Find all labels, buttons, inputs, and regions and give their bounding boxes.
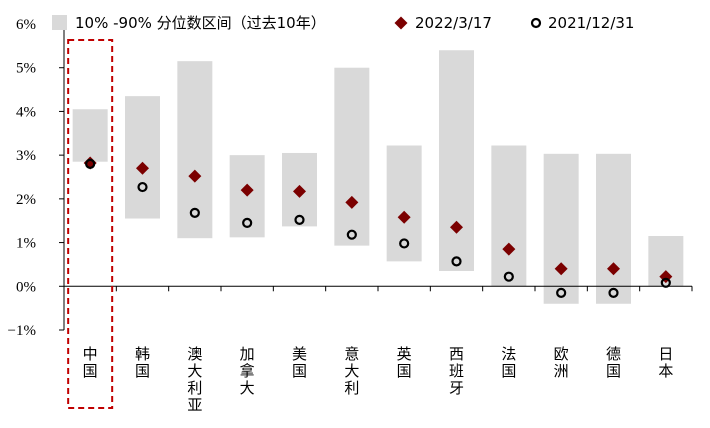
marker-2021-12-31 [85, 158, 96, 169]
x-category-label: 法国 [501, 345, 516, 380]
x-category-label: 澳大利亚 [187, 345, 202, 414]
marker-2022-3-17 [188, 169, 202, 183]
legend-label-2021-12-31: 2021/12/31 [548, 14, 634, 32]
y-tick-label: 0% [16, 279, 36, 295]
y-tick-label: 3% [16, 148, 36, 164]
legend-swatch-range [52, 15, 67, 30]
marker-2021-12-31 [556, 287, 567, 298]
range-bar [491, 145, 527, 287]
marker-2021-12-31 [660, 277, 671, 288]
range-bar [596, 153, 631, 304]
x-category-label: 中国 [83, 345, 98, 380]
x-category-label: 德国 [606, 345, 621, 380]
marker-2022-3-17 [607, 262, 620, 276]
marker-2021-12-31 [346, 229, 357, 240]
range-bar [177, 61, 213, 239]
marker-2022-3-17 [502, 242, 516, 256]
legend-swatch-2022-3-17 [394, 16, 408, 30]
y-tick-label: −1% [8, 323, 36, 339]
range-bar [543, 153, 579, 304]
marker-2022-3-17 [450, 220, 463, 234]
marker-2022-3-17 [136, 161, 149, 175]
marker-2021-12-31 [503, 271, 514, 282]
marker-2021-12-31 [137, 181, 148, 193]
x-category-label: 加拿大 [240, 345, 255, 397]
highlight-box [67, 39, 114, 409]
x-category-label: 美国 [292, 345, 307, 380]
marker-2022-3-17 [397, 210, 411, 224]
legend-label-2022-3-17: 2022/3/17 [415, 14, 492, 32]
marker-2022-3-17 [293, 184, 306, 198]
y-tick-label: 1% [16, 236, 36, 252]
x-category-label: 西班牙 [449, 345, 464, 397]
y-tick-label: 2% [16, 192, 36, 208]
marker-2021-12-31 [189, 207, 200, 218]
x-category-label: 英国 [397, 345, 412, 380]
marker-2022-3-17 [240, 183, 254, 197]
y-tick-label: 5% [16, 61, 36, 77]
x-category-label: 欧洲 [554, 345, 569, 380]
plot-area: −1% 0% 1% 2% 3% 4% 5% 6% 中国 韩国 澳大利亚 加拿大 美国 意大利 英国 西班牙 法国… [8, 17, 693, 414]
range-bar [334, 67, 370, 246]
marker-2021-12-31 [242, 217, 253, 228]
marker-2021-12-31 [451, 256, 462, 267]
range-bar [72, 109, 108, 162]
marker-2021-12-31 [294, 214, 305, 225]
marker-2022-3-17 [554, 262, 568, 276]
marker-2021-12-31 [399, 238, 410, 249]
range-bar [386, 145, 422, 262]
x-category-label: 意大利 [344, 345, 359, 397]
marker-2021-12-31 [608, 287, 619, 298]
legend: 10% -90% 分位数区间（过去10年） 2022/3/17 2021/12/31 [52, 14, 634, 32]
legend-swatch-2021-12-31 [530, 17, 542, 29]
y-tick-label: 4% [16, 104, 36, 120]
range-bar [125, 96, 160, 219]
x-category-label: 日本 [658, 345, 673, 380]
legend-label-range: 10% -90% 分位数区间（过去10年） [75, 14, 326, 32]
marker-2022-3-17 [345, 195, 359, 209]
y-tick-label: 6% [16, 17, 36, 33]
x-category-label: 韩国 [135, 345, 150, 380]
range-bar [439, 50, 474, 271]
